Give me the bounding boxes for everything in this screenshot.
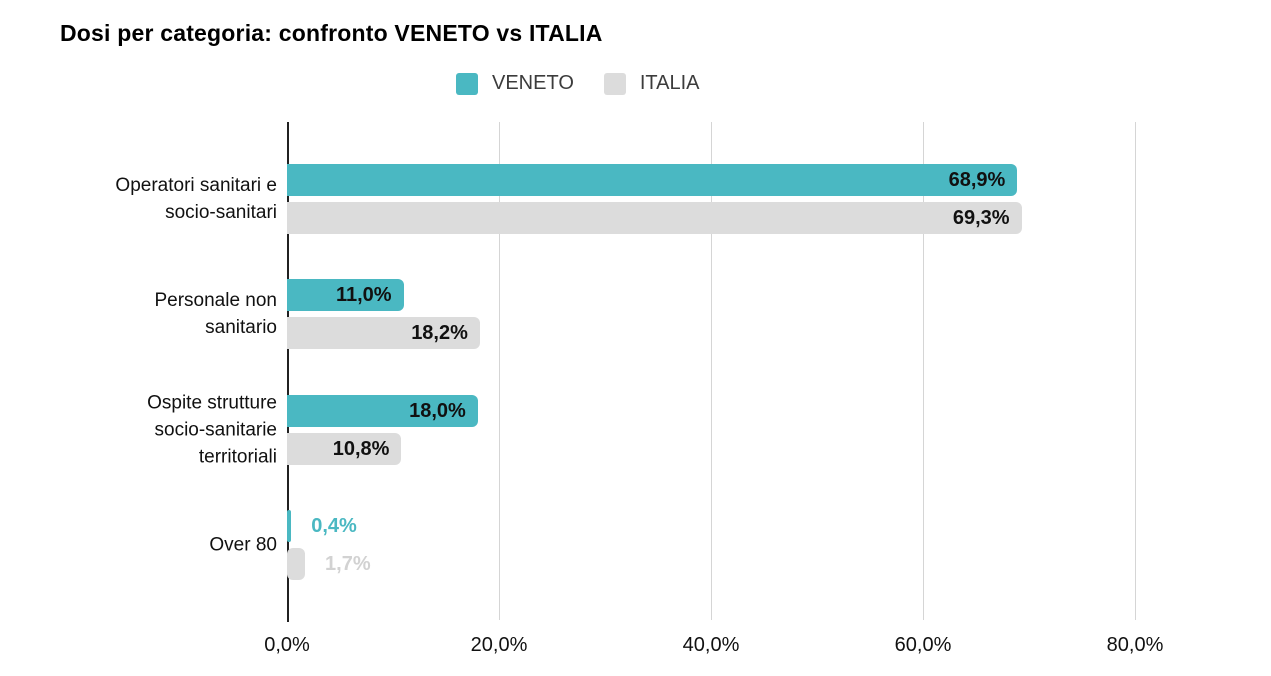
gridline: [1135, 122, 1136, 620]
category-label: Over 80: [40, 531, 277, 558]
bar-value-label: 11,0%: [335, 284, 392, 307]
x-tick-label: 60,0%: [894, 634, 952, 656]
gridline: [499, 122, 500, 620]
bar-veneto[interactable]: [287, 509, 292, 542]
category-label: Ospite strutture socio-sanitarie territori…: [40, 389, 277, 470]
bar-value-label: 18,2%: [411, 322, 468, 345]
bar-value-label: 10,8%: [332, 437, 390, 460]
bar-value-label: 1,7%: [325, 552, 371, 575]
bar-veneto[interactable]: [287, 394, 478, 427]
bar-italia[interactable]: [287, 432, 402, 465]
category-label-line: socio-sanitarie: [154, 419, 278, 441]
y-axis-line: [287, 122, 289, 622]
category-label-line: sanitario: [205, 317, 277, 339]
bar-veneto[interactable]: [287, 279, 404, 312]
legend: VENETO ITALIA: [456, 72, 700, 95]
bar-veneto[interactable]: [287, 164, 1018, 196]
gridline: [923, 122, 924, 620]
legend-item-italia[interactable]: ITALIA: [603, 72, 700, 95]
bar-value-label: 68,9%: [948, 169, 1006, 191]
category-label: Operatori sanitari e socio-sanitari: [40, 172, 277, 226]
legend-swatch-italia: [603, 72, 626, 95]
bar-value-label: 69,3%: [952, 207, 1010, 229]
bar-value-label: 0,4%: [311, 514, 357, 537]
category-label-line: territoriali: [198, 446, 277, 468]
category-label-line: Ospite strutture: [147, 392, 277, 414]
category-label-line: Personale non: [154, 290, 277, 312]
chart-title: Dosi per categoria: confronto VENETO vs …: [60, 20, 603, 46]
bar-italia[interactable]: [287, 547, 306, 580]
bar-italia[interactable]: [287, 202, 1022, 234]
bar-value-label: 18,0%: [409, 399, 466, 422]
legend-item-veneto[interactable]: VENETO: [456, 72, 574, 95]
legend-label-veneto: VENETO: [492, 72, 574, 94]
legend-label-italia: ITALIA: [639, 72, 700, 94]
legend-swatch-veneto: [456, 72, 478, 95]
category-label-line: Over 80: [209, 534, 277, 556]
x-tick-label: 40,0%: [682, 634, 740, 656]
bar-italia[interactable]: [287, 317, 480, 350]
x-tick-label: 0,0%: [264, 634, 310, 656]
x-tick-label: 80,0%: [1106, 634, 1164, 656]
gridline: [711, 122, 712, 620]
category-label-line: Operatori sanitari e: [115, 175, 277, 196]
category-label: Personale non sanitario: [40, 287, 277, 341]
x-tick-label: 20,0%: [470, 634, 528, 656]
category-label-line: socio-sanitari: [165, 202, 277, 223]
